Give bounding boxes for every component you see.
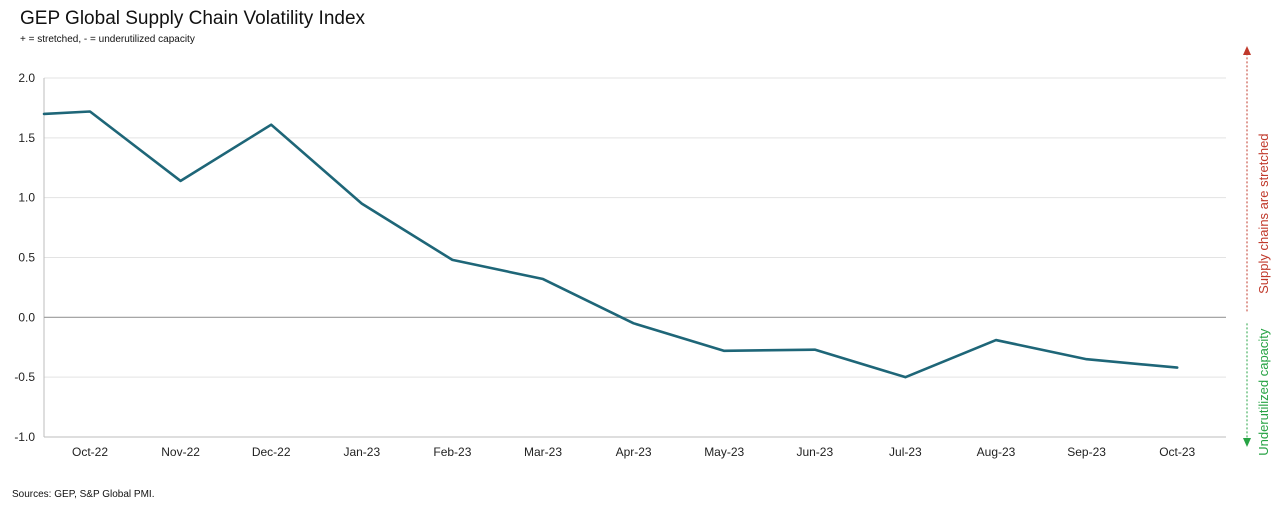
y-tick-label: 0.5 [18,251,35,265]
chart-source: Sources: GEP, S&P Global PMI. [12,489,155,500]
y-tick-label: 0.0 [18,310,35,324]
x-tick-label: Dec-22 [252,445,291,459]
x-tick-label: Feb-23 [433,445,471,459]
x-tick-label: Oct-23 [1159,445,1195,459]
y-tick-label: -1.0 [14,430,35,444]
y-axis-ticks: 2.0 1.5 1.0 0.5 0.0 -0.5 -1.0 [14,71,35,444]
x-tick-label: Sep-23 [1067,445,1106,459]
x-tick-label: Jan-23 [343,445,380,459]
series-line [42,110,1179,379]
x-tick-label: Jun-23 [796,445,833,459]
x-tick-label: Nov-22 [161,445,200,459]
down-arrow-icon [1243,438,1251,447]
y-tick-label: 1.0 [18,191,35,205]
underutilized-label: Underutilized capacity [1256,328,1271,456]
gridlines [44,77,1226,438]
axes [43,78,1226,438]
side-annotations: Supply chains are stretched Underutilized… [1243,46,1271,456]
x-tick-label: Jul-23 [889,445,922,459]
x-tick-label: Aug-23 [977,445,1016,459]
stretched-label: Supply chains are stretched [1256,133,1271,293]
x-tick-label: Oct-22 [72,445,108,459]
chart-title: GEP Global Supply Chain Volatility Index [20,8,366,29]
up-arrow-icon [1243,46,1251,55]
y-tick-label: -0.5 [14,370,35,384]
x-tick-label: Apr-23 [616,445,652,459]
x-tick-label: Mar-23 [524,445,562,459]
series-layer [42,110,1179,379]
y-tick-label: 1.5 [18,131,35,145]
y-tick-label: 2.0 [18,71,35,85]
x-axis-ticks: Oct-22 Nov-22 Dec-22 Jan-23 Feb-23 Mar-23 Apr-… [72,445,1196,459]
x-tick-label: May-23 [704,445,744,459]
chart-subtitle: + = stretched, - = underutilized capacit… [20,34,195,45]
